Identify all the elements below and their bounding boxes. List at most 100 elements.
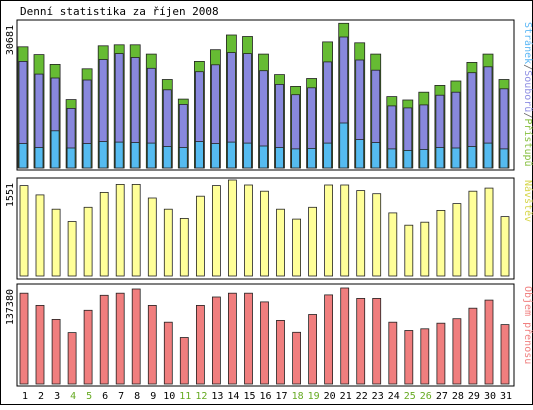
bar-2-1-day-13 [211, 185, 221, 277]
bar-2-1-day-28 [452, 203, 462, 277]
x-tick-label-day-13: 13 [211, 391, 223, 402]
bar-1-3-day-12 [194, 141, 204, 169]
bar-1-3-day-29 [467, 146, 477, 169]
y-max-label-3: 137380 [5, 289, 16, 325]
bar-3-1-day-12 [195, 304, 205, 385]
x-tick-label-day-4: 4 [70, 391, 76, 402]
bar-3-1-day-25 [404, 330, 414, 385]
bar-2-1-day-17 [276, 208, 285, 277]
bar-2-1-day-11 [179, 217, 189, 277]
bar-1-3-day-22 [355, 139, 365, 169]
y-max-label-2: 1551 [5, 183, 16, 207]
x-tick-label-day-6: 6 [102, 391, 108, 402]
x-tick-label-day-14: 14 [227, 391, 239, 402]
bar-3-1-day-23 [372, 297, 382, 385]
bar-3-1-day-18 [292, 331, 302, 385]
bar-2-1-day-7 [115, 183, 125, 277]
bar-2-1-day-8 [131, 183, 141, 277]
x-tick-label-day-28: 28 [452, 391, 464, 402]
x-tick-label-day-30: 30 [484, 391, 496, 402]
x-tick-label-day-19: 19 [308, 391, 320, 402]
bar-1-3-day-17 [275, 147, 284, 169]
bar-3-1-day-10 [163, 321, 173, 385]
bar-3-1-day-8 [131, 288, 141, 385]
x-tick-label-day-15: 15 [243, 391, 255, 402]
series-legend-3: Objem přenosu [522, 286, 533, 364]
bar-2-1-day-4 [67, 221, 77, 277]
panel-2: 1551 Návštěv [5, 177, 533, 280]
bar-1-3-day-27 [435, 147, 445, 169]
bar-3-1-day-29 [468, 307, 478, 385]
bar-1-3-day-28 [451, 147, 461, 169]
x-tick-label-day-1: 1 [22, 391, 28, 402]
legend-part-1: Stránek [522, 22, 533, 64]
x-tick-label-day-5: 5 [86, 391, 92, 402]
bar-3-1-day-19 [308, 314, 318, 385]
bar-1-3-day-5 [82, 143, 92, 169]
bar-2-1-day-15 [244, 184, 253, 277]
x-tick-label-day-17: 17 [275, 391, 287, 402]
x-tick-label-day-24: 24 [388, 391, 400, 402]
panel-3: 137380 Objem přenosu [5, 283, 533, 387]
x-tick-label-day-3: 3 [54, 391, 60, 402]
bar-2-1-day-5 [83, 206, 93, 277]
legend-part-4: / [522, 112, 533, 118]
bar-3-1-day-17 [276, 319, 285, 385]
bar-1-3-day-8 [130, 142, 140, 169]
bar-3-1-day-15 [244, 292, 253, 385]
panel-1: 30681 Stránek/Souborů/Přístupů [5, 19, 533, 171]
x-tick-label-day-27: 27 [436, 391, 448, 402]
bar-3-1-day-26 [420, 328, 430, 385]
bar-1-3-day-16 [259, 145, 268, 169]
x-tick-label-day-10: 10 [163, 391, 175, 402]
bar-2-1-day-26 [420, 221, 430, 277]
bar-1-3-day-18 [291, 148, 301, 169]
bar-2-1-day-21 [340, 184, 350, 277]
bar-3-1-day-11 [179, 337, 189, 385]
y-max-label-1: 30681 [5, 25, 16, 55]
x-tick-label-day-16: 16 [259, 391, 271, 402]
bar-2-1-day-9 [147, 197, 157, 277]
bar-3-1-day-2 [35, 304, 45, 385]
bar-1-3-day-10 [162, 146, 172, 169]
bar-2-1-day-22 [356, 190, 366, 277]
panel-frame [16, 177, 515, 280]
bar-2-1-day-12 [195, 195, 205, 277]
bar-1-3-day-7 [114, 141, 124, 169]
x-tick-label-day-23: 23 [372, 391, 384, 402]
bar-1-3-day-24 [387, 148, 397, 169]
series-legend-2: Návštěv [522, 180, 533, 222]
bar-1-3-day-20 [323, 142, 333, 169]
bar-1-3-day-15 [243, 142, 252, 169]
legend-part-2: / [522, 64, 533, 70]
bar-2-1-day-31 [500, 216, 510, 277]
bar-1-3-day-31 [499, 148, 509, 169]
bar-2-1-day-6 [99, 191, 109, 277]
x-tick-label-day-21: 21 [340, 391, 352, 402]
x-tick-label-day-20: 20 [324, 391, 336, 402]
bar-3-1-day-14 [227, 292, 237, 385]
x-tick-label-day-2: 2 [38, 391, 44, 402]
bar-2-1-day-27 [436, 209, 446, 277]
bar-2-1-day-3 [51, 208, 61, 277]
bar-2-1-day-18 [292, 218, 302, 277]
bar-3-1-day-20 [324, 294, 334, 385]
bar-2-1-day-30 [484, 187, 494, 277]
bar-1-3-day-23 [371, 142, 381, 169]
legend-part-5: Přístupů [522, 118, 533, 166]
bar-3-1-day-27 [436, 322, 446, 385]
bar-2-1-day-10 [163, 208, 173, 277]
bar-1-3-day-19 [307, 147, 317, 169]
bar-2-1-day-19 [308, 206, 318, 277]
bar-1-3-day-2 [34, 147, 44, 169]
bar-2-1-day-29 [468, 190, 478, 277]
bar-3-1-day-22 [356, 297, 366, 385]
bar-1-3-day-11 [178, 147, 188, 169]
bar-3-1-day-4 [67, 332, 77, 385]
bar-2-1-day-20 [324, 184, 334, 277]
x-tick-label-day-26: 26 [420, 391, 432, 402]
x-tick-label-day-31: 31 [500, 391, 512, 402]
x-tick-label-day-9: 9 [150, 391, 156, 402]
bar-3-1-day-31 [500, 324, 510, 385]
bar-2-1-day-2 [35, 194, 45, 277]
